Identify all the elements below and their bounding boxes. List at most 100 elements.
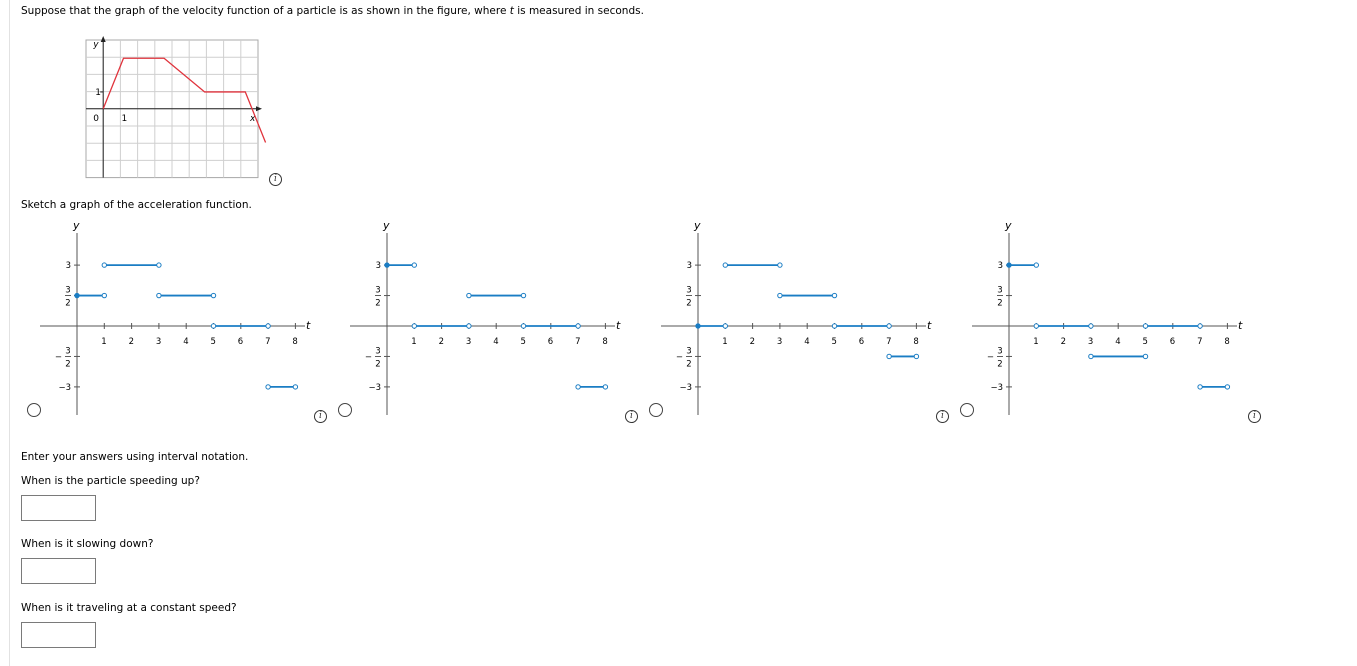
x-axis-label: t xyxy=(306,319,311,332)
x-tick-label: 4 xyxy=(1115,337,1120,347)
x-tick-label: 7 xyxy=(1197,337,1202,347)
x-tick-label: 4 xyxy=(183,337,188,347)
velocity-y-arrow xyxy=(100,36,106,42)
info-icon-choice-d[interactable]: i xyxy=(1248,410,1261,423)
segment-endpoint-right xyxy=(886,323,892,329)
constant-speed-input[interactable] xyxy=(21,622,96,648)
x-tick-label: 2 xyxy=(750,337,755,347)
y-tick-fraction-num: 3 xyxy=(65,286,70,296)
segment-endpoint-right xyxy=(1033,262,1039,268)
y-tick-fraction-num: 3 xyxy=(997,286,1002,296)
x-tick-label: 5 xyxy=(211,337,216,347)
velocity-origin-label: 0 xyxy=(93,114,99,124)
y-tick-label: −3 xyxy=(679,383,692,393)
x-tick-label: 3 xyxy=(156,337,161,347)
segment-endpoint-right xyxy=(722,323,728,329)
intro-text-before: Suppose that the graph of the velocity f… xyxy=(21,5,510,17)
y-tick-fraction-den: 2 xyxy=(375,359,380,369)
x-tick-label: 6 xyxy=(238,337,243,347)
y-tick-fraction-den: 2 xyxy=(997,359,1002,369)
question-constant-speed: When is it traveling at a constant speed… xyxy=(21,602,237,614)
segment-endpoint-right xyxy=(156,262,162,268)
x-axis-label: t xyxy=(1238,319,1243,332)
x-tick-label: 5 xyxy=(1143,337,1148,347)
x-tick-label: 2 xyxy=(439,337,444,347)
segment-endpoint-left xyxy=(101,262,107,268)
x-tick-label: 7 xyxy=(575,337,580,347)
radio-choice-c[interactable] xyxy=(649,403,663,417)
segment-endpoint-left xyxy=(210,323,217,329)
segment-endpoint-left xyxy=(722,262,728,268)
velocity-x-arrow xyxy=(256,106,262,112)
velocity-y-label: y xyxy=(92,40,99,50)
x-tick-label: 8 xyxy=(1224,337,1229,347)
x-tick-label: 8 xyxy=(602,337,607,347)
segment-endpoint-left xyxy=(886,353,892,360)
radio-choice-d[interactable] xyxy=(960,403,974,417)
radio-choice-a[interactable] xyxy=(27,403,41,417)
y-tick-fraction-den: 2 xyxy=(997,299,1002,309)
segment-endpoint-left xyxy=(466,292,472,299)
segment-endpoint-right xyxy=(411,262,417,268)
y-tick-fraction-den: 2 xyxy=(375,299,380,309)
radio-choice-b[interactable] xyxy=(338,403,352,417)
info-icon-velocity[interactable]: i xyxy=(269,173,282,186)
segment-endpoint-left xyxy=(520,323,527,329)
segment-endpoint-right xyxy=(292,384,299,390)
segment-endpoint-left xyxy=(575,384,581,390)
x-tick-label: 8 xyxy=(913,337,918,347)
y-tick-fraction-num: 3 xyxy=(686,286,691,296)
segment-endpoint-left xyxy=(384,262,390,268)
segment-endpoint-left xyxy=(1197,384,1203,390)
question-slowing-down: When is it slowing down? xyxy=(21,538,154,550)
segment-endpoint-right xyxy=(1224,384,1231,390)
segment-endpoint-left xyxy=(831,323,838,329)
segment-endpoint-left xyxy=(1088,353,1094,360)
x-tick-label: 3 xyxy=(1088,337,1093,347)
y-axis-label: y xyxy=(72,219,80,232)
x-tick-label: 2 xyxy=(1061,337,1066,347)
velocity-graph: y x 0 1 1 xyxy=(85,36,267,179)
question-speeding-up: When is the particle speeding up? xyxy=(21,475,200,487)
y-tick-label: 3 xyxy=(66,261,71,271)
x-tick-label: 6 xyxy=(859,337,864,347)
speeding-up-input[interactable] xyxy=(21,495,96,521)
intro-text-after: is measured in seconds. xyxy=(513,5,644,17)
question-intro: Suppose that the graph of the velocity f… xyxy=(21,5,644,18)
info-icon-choice-a[interactable]: i xyxy=(314,410,327,423)
x-axis-label: t xyxy=(616,319,621,332)
x-tick-label: 1 xyxy=(1033,337,1038,347)
segment-endpoint-left xyxy=(695,323,701,329)
x-tick-label: 2 xyxy=(129,337,134,347)
x-tick-label: 4 xyxy=(493,337,498,347)
info-icon-choice-c[interactable]: i xyxy=(936,410,949,423)
segment-endpoint-right xyxy=(575,323,581,329)
x-axis-label: t xyxy=(927,319,932,332)
y-tick-fraction-den: 2 xyxy=(686,299,691,309)
x-tick-label: 3 xyxy=(777,337,782,347)
segment-endpoint-left xyxy=(265,384,271,390)
y-tick-label: 3 xyxy=(376,261,381,271)
segment-endpoint-right xyxy=(210,292,217,299)
y-axis-label: y xyxy=(382,219,390,232)
x-tick-label: 7 xyxy=(886,337,891,347)
segment-endpoint-right xyxy=(913,353,920,360)
y-tick-fraction-num: 3 xyxy=(375,286,380,296)
x-tick-label: 5 xyxy=(521,337,526,347)
segment-endpoint-right xyxy=(1197,323,1203,329)
info-icon-choice-b[interactable]: i xyxy=(625,410,638,423)
segment-endpoint-right xyxy=(1142,353,1149,360)
x-tick-label: 1 xyxy=(411,337,416,347)
segment-endpoint-right xyxy=(101,292,107,299)
y-tick-fraction-num: 3 xyxy=(686,346,691,356)
x-tick-label: 8 xyxy=(292,337,297,347)
y-tick-label: −3 xyxy=(58,383,71,393)
slowing-down-input[interactable] xyxy=(21,558,96,584)
intro-variable: t xyxy=(509,5,514,17)
left-border-line xyxy=(9,0,10,666)
segment-endpoint-left xyxy=(74,292,80,299)
velocity-x-label: x xyxy=(249,114,256,124)
